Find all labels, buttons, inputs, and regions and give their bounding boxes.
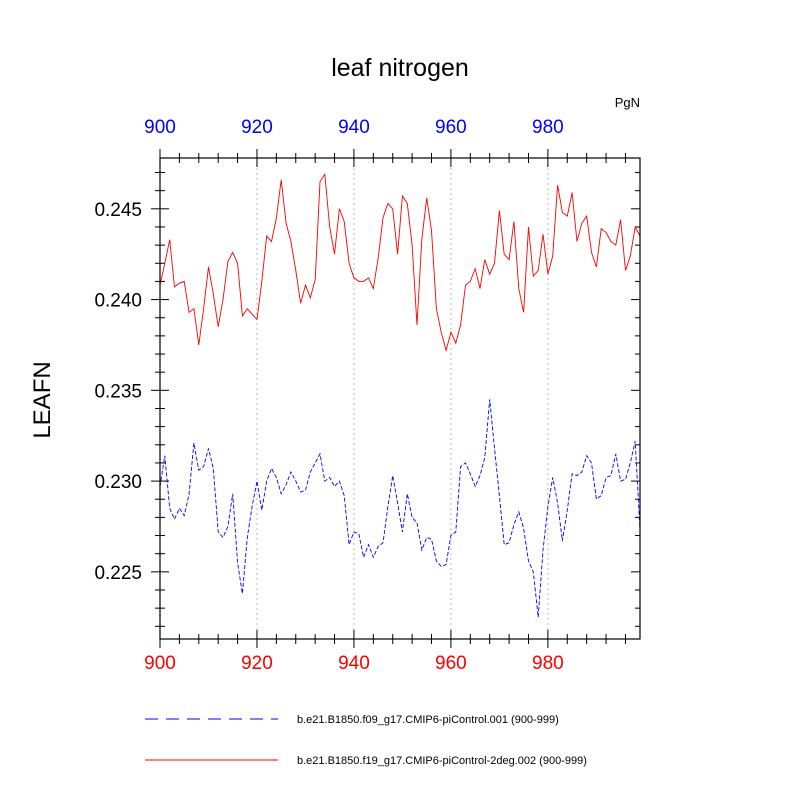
chart-title: leaf nitrogen bbox=[331, 54, 469, 82]
units-label: PgN bbox=[615, 95, 640, 110]
y-axis-label: LEAFN bbox=[29, 361, 56, 438]
y-tick-label-2: 0.235 bbox=[94, 381, 142, 402]
x-tick-label-bottom-920: 920 bbox=[241, 653, 273, 674]
axis-ticks bbox=[151, 149, 640, 648]
x-tick-label-bottom-900: 900 bbox=[144, 653, 176, 674]
x-tick-label-bottom-940: 940 bbox=[338, 653, 370, 674]
x-tick-label-bottom-980: 980 bbox=[532, 653, 564, 674]
plot-frame bbox=[159, 157, 641, 640]
series-lines bbox=[159, 172, 641, 618]
series-line-0 bbox=[159, 399, 641, 618]
y-tick-label-1: 0.230 bbox=[94, 472, 142, 493]
x-tick-label-top-920: 920 bbox=[241, 117, 273, 138]
x-tick-label-top-940: 940 bbox=[338, 117, 370, 138]
x-tick-label-top-900: 900 bbox=[144, 117, 176, 138]
vertical-gridlines bbox=[256, 158, 549, 639]
tick-labels: 900 900 920 920 940 940 960 960 980 980 0.225 0.230… bbox=[94, 117, 563, 674]
y-tick-label-4: 0.245 bbox=[94, 200, 142, 221]
x-tick-label-top-980: 980 bbox=[532, 117, 564, 138]
legend-label-control-2deg-002: b.e21.B1850.f19_g17.CMIP6-piControl-2deg… bbox=[297, 755, 587, 767]
series-line-1 bbox=[159, 172, 641, 353]
legend: b.e21.B1850.f09_g17.CMIP6-piControl.001 … bbox=[145, 714, 587, 767]
y-tick-label-0: 0.225 bbox=[94, 563, 142, 584]
legend-label-control-001: b.e21.B1850.f09_g17.CMIP6-piControl.001 … bbox=[297, 714, 559, 726]
x-tick-label-top-960: 960 bbox=[435, 117, 467, 138]
y-tick-label-3: 0.240 bbox=[94, 291, 142, 312]
x-tick-label-bottom-960: 960 bbox=[435, 653, 467, 674]
